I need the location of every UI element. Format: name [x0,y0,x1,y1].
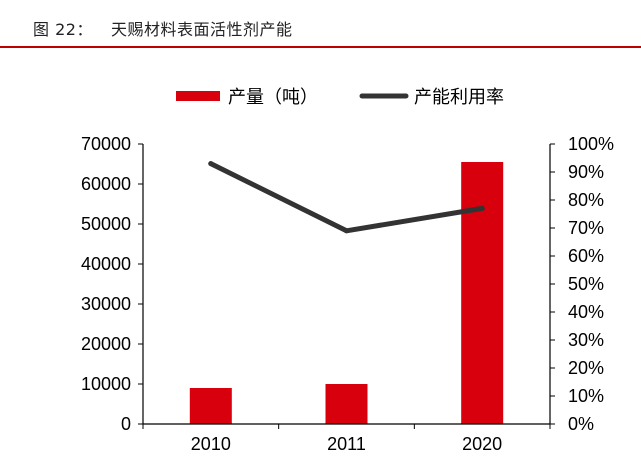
y-right-tick-label: 30% [568,330,604,350]
y-right-tick-label: 90% [568,162,604,182]
y-right-tick-label: 40% [568,302,604,322]
y-left-tick-label: 70000 [81,134,131,154]
y-left-tick-label: 40000 [81,254,131,274]
line-point-2020 [479,205,485,211]
y-left-tick-label: 60000 [81,174,131,194]
line-point-2011 [344,228,349,234]
y-left-tick-label: 50000 [81,214,131,234]
x-tick-label-2010: 2010 [191,434,231,454]
legend-bar-swatch [176,91,220,101]
figure-number: 图 22： [33,20,93,39]
header-rule [0,46,641,48]
figure-title-text: 天赐材料表面活性剂产能 [110,20,293,39]
x-tick-label-2020: 2020 [462,434,502,454]
legend: 产量（吨） 产能利用率 [176,87,504,108]
figure-title: 图 22： 天赐材料表面活性剂产能 [33,16,292,40]
y-right-tick-label: 60% [568,246,604,266]
x-tick-label-2011: 2011 [327,434,366,454]
utilization-line-group [208,161,485,234]
y-left-tick-label: 10000 [81,374,131,394]
y-left-tick-label: 20000 [81,334,131,354]
axes: 0 10000 20000 30000 40000 50000 60000 70000 0% 10… [81,134,614,454]
bar-2011 [325,384,368,424]
utilization-line [208,161,485,234]
y-right-tick-label: 20% [568,358,604,378]
bar-2010 [189,388,232,424]
bar-2020 [461,162,504,424]
y-right-tick-label: 80% [568,190,604,210]
legend-bar-label: 产量（吨） [228,87,318,108]
y-right-tick-label: 10% [568,386,604,406]
y-right-tick-label: 100% [568,134,614,154]
legend-line-label: 产能利用率 [414,87,504,108]
y-left-tick-label: 30000 [81,294,131,314]
figure-header: 图 22： 天赐材料表面活性剂产能 [0,0,641,48]
line-point-2010 [208,161,214,167]
y-right-tick-label: 0% [568,414,594,434]
bars [189,162,504,424]
y-right-tick-label: 50% [568,274,604,294]
y-left-tick-label: 0 [121,414,131,434]
y-right-tick-label: 70% [568,218,604,238]
